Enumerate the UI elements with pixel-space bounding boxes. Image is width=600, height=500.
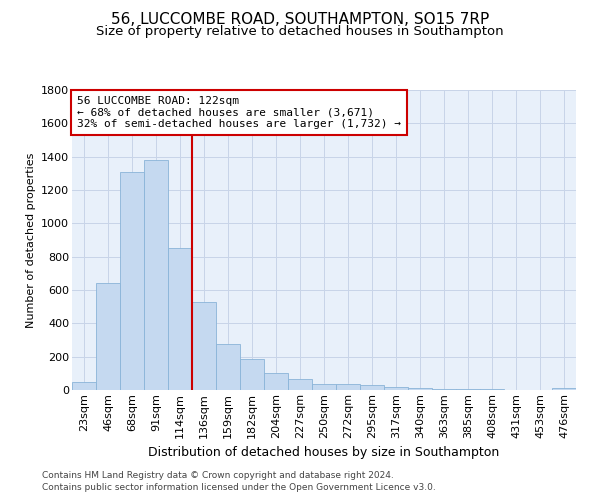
Bar [432, 388, 456, 390]
Bar [456, 389, 480, 390]
X-axis label: Distribution of detached houses by size in Southampton: Distribution of detached houses by size … [148, 446, 500, 459]
Bar [312, 384, 336, 390]
Bar [240, 359, 264, 390]
Bar [96, 284, 120, 390]
Y-axis label: Number of detached properties: Number of detached properties [26, 152, 35, 328]
Bar [72, 382, 96, 390]
Bar [288, 379, 312, 390]
Bar [120, 172, 144, 390]
Bar [168, 248, 192, 390]
Text: Contains HM Land Registry data © Crown copyright and database right 2024.: Contains HM Land Registry data © Crown c… [42, 471, 394, 480]
Bar [552, 388, 576, 390]
Bar [336, 384, 360, 390]
Text: 56, LUCCOMBE ROAD, SOUTHAMPTON, SO15 7RP: 56, LUCCOMBE ROAD, SOUTHAMPTON, SO15 7RP [111, 12, 489, 28]
Bar [408, 388, 432, 390]
Text: Contains public sector information licensed under the Open Government Licence v3: Contains public sector information licen… [42, 484, 436, 492]
Bar [384, 386, 408, 390]
Bar [216, 344, 240, 390]
Bar [144, 160, 168, 390]
Bar [264, 372, 288, 390]
Text: Size of property relative to detached houses in Southampton: Size of property relative to detached ho… [96, 25, 504, 38]
Bar [480, 389, 504, 390]
Bar [360, 385, 384, 390]
Bar [192, 302, 216, 390]
Text: 56 LUCCOMBE ROAD: 122sqm
← 68% of detached houses are smaller (3,671)
32% of sem: 56 LUCCOMBE ROAD: 122sqm ← 68% of detach… [77, 96, 401, 129]
